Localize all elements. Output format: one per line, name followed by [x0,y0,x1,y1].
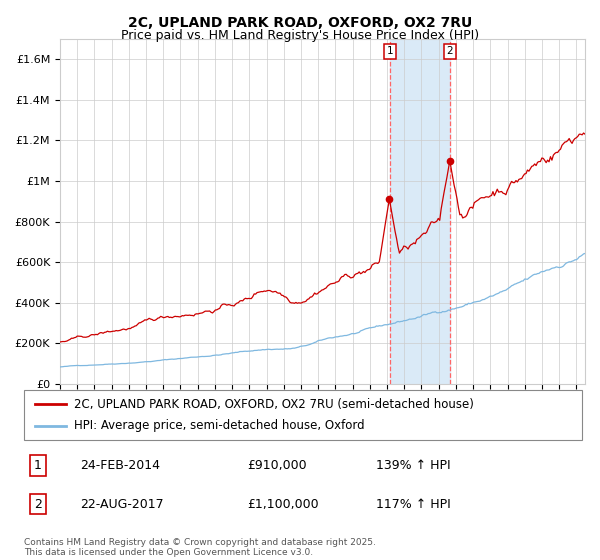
Text: Contains HM Land Registry data © Crown copyright and database right 2025.
This d: Contains HM Land Registry data © Crown c… [24,538,376,557]
Text: 24-FEB-2014: 24-FEB-2014 [80,459,160,472]
Text: 2C, UPLAND PARK ROAD, OXFORD, OX2 7RU (semi-detached house): 2C, UPLAND PARK ROAD, OXFORD, OX2 7RU (s… [74,398,474,410]
Text: 139% ↑ HPI: 139% ↑ HPI [376,459,450,472]
Text: HPI: Average price, semi-detached house, Oxford: HPI: Average price, semi-detached house,… [74,419,365,432]
Text: 1: 1 [386,46,393,56]
Text: 117% ↑ HPI: 117% ↑ HPI [376,498,450,511]
Text: Price paid vs. HM Land Registry's House Price Index (HPI): Price paid vs. HM Land Registry's House … [121,29,479,42]
FancyBboxPatch shape [24,390,582,440]
Text: £1,100,000: £1,100,000 [247,498,319,511]
Text: 22-AUG-2017: 22-AUG-2017 [80,498,163,511]
Text: 2: 2 [446,46,453,56]
Bar [389,39,450,384]
Text: 2: 2 [34,498,42,511]
Text: 2C, UPLAND PARK ROAD, OXFORD, OX2 7RU: 2C, UPLAND PARK ROAD, OXFORD, OX2 7RU [128,16,472,30]
Text: 1: 1 [34,459,42,472]
Text: £910,000: £910,000 [247,459,307,472]
